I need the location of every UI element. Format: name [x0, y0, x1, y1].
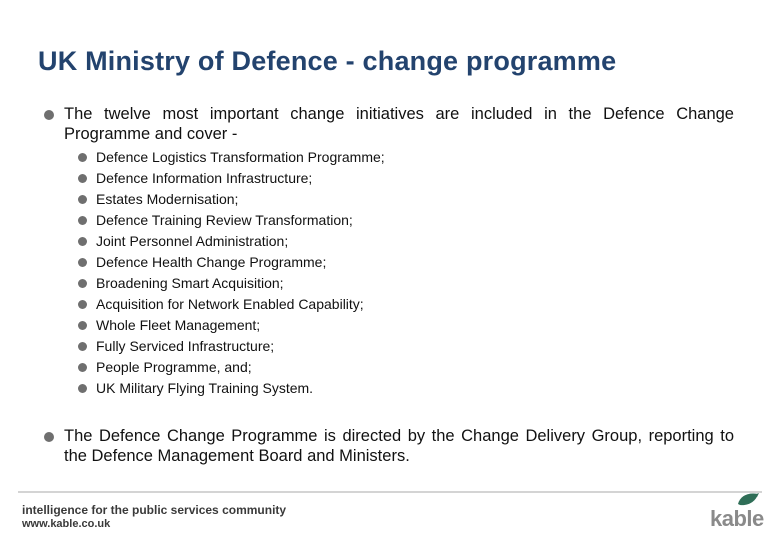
list-item-text: Fully Serviced Infrastructure;: [96, 338, 275, 354]
bullet-dot: [78, 237, 87, 246]
bullet-dot: [78, 258, 87, 267]
bullet-dot: [78, 195, 87, 204]
list-item: Whole Fleet Management;: [78, 315, 385, 336]
logo-text: kable: [710, 506, 764, 531]
kable-logo: kable: [706, 492, 764, 532]
footer-divider: [18, 491, 762, 493]
footer-tagline: intelligence for the public services com…: [22, 503, 287, 517]
list-item: UK Military Flying Training System.: [78, 378, 385, 399]
slide-title: UK Ministry of Defence - change programm…: [38, 46, 617, 76]
list-item: Broadening Smart Acquisition;: [78, 273, 385, 294]
bullet-dot: [78, 174, 87, 183]
list-item: Defence Logistics Transformation Program…: [78, 147, 385, 168]
list-item: Defence Information Infrastructure;: [78, 168, 385, 189]
list-item: Defence Training Review Transformation;: [78, 210, 385, 231]
closing-paragraph: The Defence Change Programme is directed…: [64, 427, 734, 465]
bullet-dot: [44, 110, 54, 120]
bullet-dot: [78, 279, 87, 288]
bullet-dot: [78, 321, 87, 330]
list-item: Joint Personnel Administration;: [78, 231, 385, 252]
bullet-dot: [44, 432, 54, 442]
leaf-icon: [738, 493, 759, 506]
list-item-text: Joint Personnel Administration;: [96, 233, 289, 249]
leaf-shape: [738, 493, 758, 506]
list-item: Fully Serviced Infrastructure;: [78, 336, 385, 357]
bullet-dot: [78, 153, 87, 162]
list-item-text: Defence Training Review Transformation;: [96, 212, 353, 228]
bullet-dot: [78, 363, 87, 372]
list-item-text: People Programme, and;: [96, 359, 252, 375]
bullet-dot: [78, 384, 87, 393]
list-item-text: Broadening Smart Acquisition;: [96, 275, 284, 291]
intro-paragraph: The twelve most important change initiat…: [64, 105, 734, 143]
initiatives-list: Defence Logistics Transformation Program…: [78, 147, 385, 399]
list-item: Estates Modernisation;: [78, 189, 385, 210]
footer-url[interactable]: www.kable.co.uk: [22, 518, 111, 530]
list-item-text: Defence Health Change Programme;: [96, 254, 327, 270]
list-item-text: Acquisition for Network Enabled Capabili…: [96, 296, 364, 312]
list-item-text: Estates Modernisation;: [96, 191, 239, 207]
bullet-dot: [78, 216, 87, 225]
list-item-text: Defence Information Infrastructure;: [96, 170, 313, 186]
list-item-text: UK Military Flying Training System.: [96, 380, 314, 396]
list-item: Defence Health Change Programme;: [78, 252, 385, 273]
list-item: Acquisition for Network Enabled Capabili…: [78, 294, 385, 315]
bullet-dot: [78, 300, 87, 309]
list-item-text: Whole Fleet Management;: [96, 317, 261, 333]
list-item: People Programme, and;: [78, 357, 385, 378]
list-item-text: Defence Logistics Transformation Program…: [96, 149, 385, 165]
bullet-dot: [78, 342, 87, 351]
leaf-tip: [754, 493, 759, 497]
